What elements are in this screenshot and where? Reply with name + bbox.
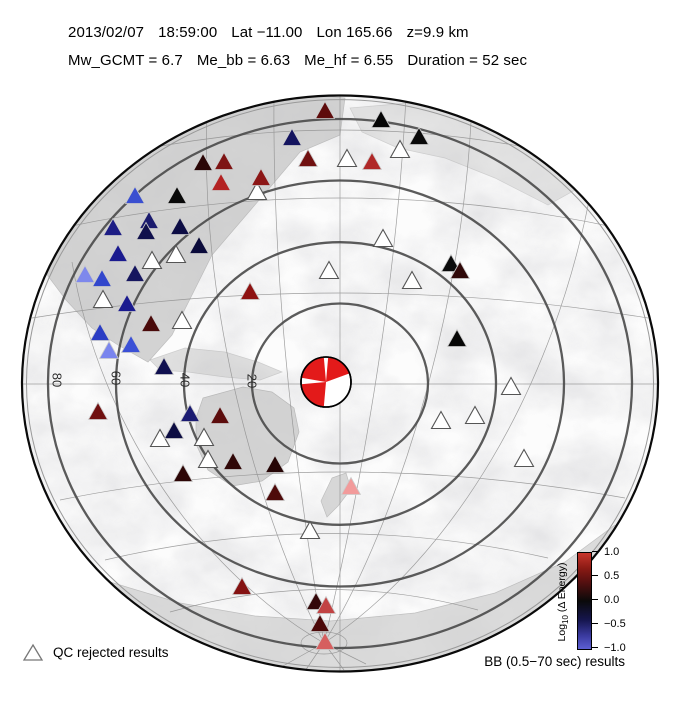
station-marker bbox=[210, 172, 232, 191]
station-marker bbox=[169, 216, 191, 235]
qc-rejected-station-marker bbox=[141, 250, 163, 270]
station-marker bbox=[449, 260, 471, 279]
qc-rejected-station-marker bbox=[464, 405, 486, 425]
land-melanesia bbox=[149, 347, 283, 381]
bb-results-label: BB (0.5−70 sec) results bbox=[484, 654, 625, 669]
station-marker bbox=[264, 454, 286, 473]
station-marker bbox=[264, 482, 286, 501]
station-marker bbox=[440, 253, 462, 272]
station-marker bbox=[222, 451, 244, 470]
origin-lat: Lat −11.00 bbox=[231, 24, 303, 41]
station-marker bbox=[124, 263, 146, 282]
station-marker bbox=[408, 126, 430, 145]
station-marker bbox=[188, 235, 210, 254]
map-rim-inner bbox=[26, 99, 654, 668]
land-new-zealand bbox=[320, 472, 352, 518]
ring-labels: 20 40 60 80 bbox=[50, 371, 260, 388]
qc-rejected-station-marker bbox=[171, 310, 193, 330]
station-marker bbox=[166, 185, 188, 204]
station-marker bbox=[314, 631, 336, 650]
station-marker bbox=[107, 243, 129, 262]
qc-rejected-station-marker bbox=[318, 260, 340, 280]
qc-rejected-station-marker bbox=[513, 448, 535, 468]
ring-label-20: 20 bbox=[245, 374, 260, 388]
qc-rejected-station-marker bbox=[246, 181, 268, 201]
station-marker bbox=[446, 328, 468, 347]
me-bb: Me_bb = 6.63 bbox=[196, 52, 291, 69]
south-pole-circle bbox=[300, 631, 348, 655]
station-marker bbox=[192, 152, 214, 171]
duration: Duration = 52 sec bbox=[407, 52, 528, 69]
ring-label-60: 60 bbox=[109, 371, 124, 385]
qc-rejected-station-marker bbox=[500, 376, 522, 396]
map-rim bbox=[20, 94, 660, 673]
station-marker bbox=[140, 313, 162, 332]
origin-date: 2013/02/07 bbox=[68, 24, 145, 41]
qc-rejected-legend: QC rejected results bbox=[22, 643, 169, 662]
qc-rejected-station-marker bbox=[165, 244, 187, 264]
me-hf: Me_hf = 6.55 bbox=[304, 52, 394, 69]
station-marker bbox=[135, 221, 157, 240]
station-marker bbox=[116, 293, 138, 312]
station-marker bbox=[281, 127, 303, 146]
header-line-magnitudes: Mw_GCMT = 6.7 Me_bb = 6.63 Me_hf = 6.55 Dur… bbox=[68, 52, 527, 69]
distance-rings bbox=[46, 117, 634, 650]
qc-rejected-station-marker bbox=[197, 449, 219, 469]
qc-rejected-station-marker bbox=[372, 228, 394, 248]
qc-rejected-station-marker bbox=[193, 427, 215, 447]
station-marker bbox=[309, 613, 331, 632]
qc-rejected-station-marker bbox=[389, 139, 411, 159]
qc-rejected-station-marker bbox=[92, 289, 114, 309]
origin-depth: z=9.9 km bbox=[406, 24, 469, 41]
station-marker bbox=[163, 420, 185, 439]
stations-layer bbox=[74, 100, 535, 650]
station-marker bbox=[370, 109, 392, 128]
station-marker bbox=[314, 100, 336, 119]
station-marker bbox=[87, 401, 109, 420]
station-marker bbox=[120, 334, 142, 353]
station-marker bbox=[102, 217, 124, 236]
station-marker bbox=[250, 167, 272, 186]
qc-rejected-station-marker bbox=[430, 410, 452, 430]
ring-label-40: 40 bbox=[178, 373, 193, 387]
station-marker bbox=[98, 340, 120, 359]
station-marker bbox=[153, 356, 175, 375]
origin-time: 18:59:00 bbox=[158, 24, 218, 41]
header-line-origin: 2013/02/07 18:59:00 Lat −11.00 Lon 165.66 z=… bbox=[68, 24, 469, 41]
open-triangle-icon bbox=[22, 643, 44, 661]
qc-rejected-station-marker bbox=[336, 148, 358, 168]
station-marker bbox=[340, 476, 362, 495]
station-marker bbox=[239, 281, 261, 300]
ring-label-80: 80 bbox=[50, 373, 65, 387]
origin-lon: Lon 165.66 bbox=[316, 24, 393, 41]
station-marker bbox=[89, 322, 111, 341]
qc-rejected-station-marker bbox=[401, 270, 423, 290]
station-marker bbox=[315, 595, 337, 614]
station-marker bbox=[209, 405, 231, 424]
station-marker bbox=[361, 151, 383, 170]
station-marker bbox=[179, 403, 201, 422]
qc-rejected-station-marker bbox=[299, 520, 321, 540]
station-marker bbox=[91, 268, 113, 287]
focal-mechanism-beachball bbox=[300, 356, 352, 408]
station-marker bbox=[172, 463, 194, 482]
station-marker bbox=[231, 576, 253, 595]
station-marker bbox=[213, 151, 235, 170]
station-marker bbox=[124, 185, 146, 204]
qc-rejected-label: QC rejected results bbox=[53, 645, 169, 660]
station-marker bbox=[74, 264, 96, 283]
mw-gcmt: Mw_GCMT = 6.7 bbox=[68, 52, 183, 69]
station-marker bbox=[297, 148, 319, 167]
graticule bbox=[22, 95, 658, 672]
